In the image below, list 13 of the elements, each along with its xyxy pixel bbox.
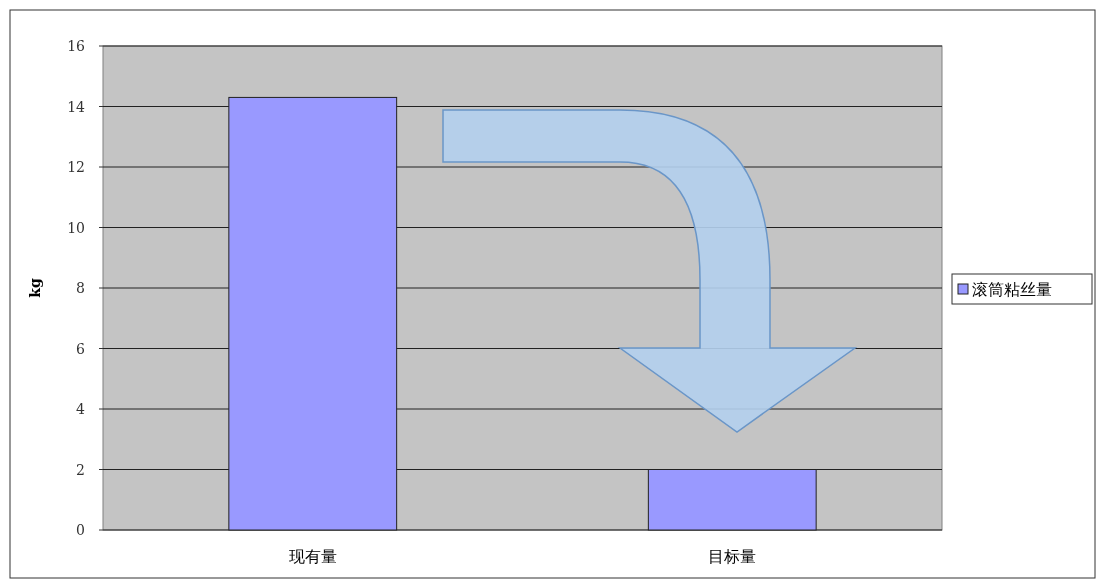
y-tick-label: 4 [76, 401, 86, 417]
y-tick-label: 12 [67, 159, 85, 175]
y-tick-label: 2 [76, 461, 85, 478]
legend-label: 滚筒粘丝量 [972, 281, 1052, 298]
y-axis-title: kg [27, 278, 43, 298]
x-tick-label: 现有量 [288, 548, 337, 565]
y-tick-label: 8 [76, 280, 85, 296]
x-tick-label: 目标量 [708, 548, 757, 565]
y-tick-label: 10 [67, 219, 85, 236]
y-tick-label: 14 [67, 98, 86, 115]
y-tick-label: 0 [76, 522, 85, 538]
y-tick-label: 6 [76, 340, 86, 357]
y-tick-label: 16 [67, 38, 86, 54]
